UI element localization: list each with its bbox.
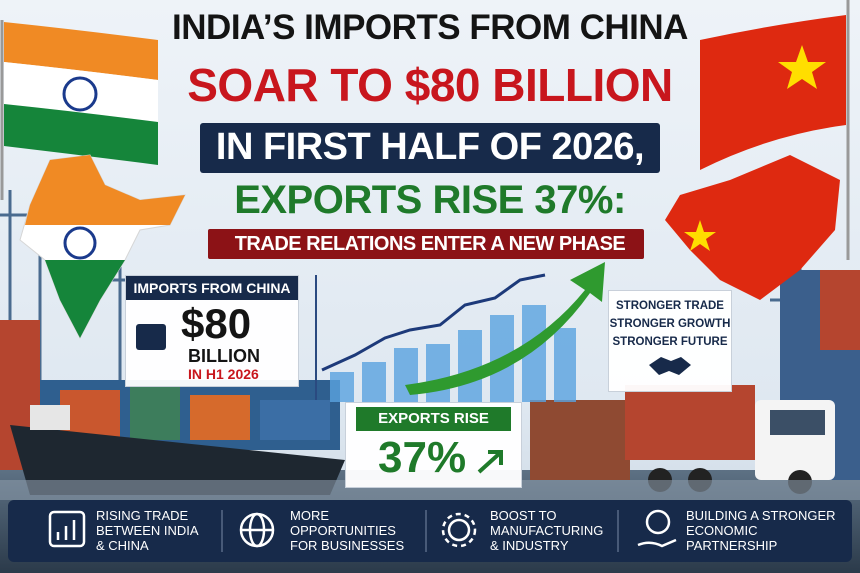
footer-line: BOOST TO bbox=[490, 508, 557, 523]
imports-label: IMPORTS FROM CHINA bbox=[126, 276, 298, 300]
headline-line-4: EXPORTS RISE 37%: bbox=[234, 178, 626, 222]
imports-period: IN H1 2026 bbox=[188, 366, 259, 382]
headline-box bbox=[200, 123, 660, 173]
footer-line: ECONOMIC bbox=[686, 523, 758, 538]
headline-line-1: INDIA’S IMPORTS FROM CHINA bbox=[172, 8, 688, 47]
handshake-icon bbox=[649, 357, 691, 375]
headline-line-2: SOAR TO $80 BILLION bbox=[187, 59, 673, 111]
slogan-line: STRONGER TRADE bbox=[616, 300, 724, 312]
footer-line: & CHINA bbox=[96, 538, 149, 553]
exports-card: EXPORTS RISE 37% bbox=[345, 402, 522, 488]
up-arrow-icon bbox=[477, 450, 503, 474]
slogan-card: STRONGER TRADE STRONGER GROWTH STRONGER … bbox=[608, 290, 732, 392]
footer-line: BUILDING A STRONGER bbox=[686, 508, 836, 523]
imports-unit: BILLION bbox=[188, 346, 260, 366]
footer-line: & INDUSTRY bbox=[490, 538, 569, 553]
footer-line: MORE bbox=[290, 508, 329, 523]
imports-card: IMPORTS FROM CHINA $80 BILLION IN H1 202… bbox=[125, 275, 299, 387]
exports-amount: 37% bbox=[378, 433, 467, 482]
footer-line: BETWEEN INDIA bbox=[96, 523, 199, 538]
footer-line: FOR BUSINESSES bbox=[290, 538, 405, 553]
footer-line: RISING TRADE bbox=[96, 508, 189, 523]
footer-item: BOOST TO MANUFACTURING & INDUSTRY bbox=[490, 508, 603, 553]
footer-line: OPPORTUNITIES bbox=[290, 523, 396, 538]
subtitle: TRADE RELATIONS ENTER A NEW PHASE bbox=[234, 233, 626, 255]
footer-line: MANUFACTURING bbox=[490, 523, 604, 538]
footer-item: RISING TRADE BETWEEN INDIA & CHINA bbox=[96, 508, 199, 553]
slogan-line: STRONGER GROWTH bbox=[609, 318, 731, 330]
imports-amount: $80 bbox=[181, 300, 252, 347]
download-icon bbox=[136, 324, 166, 350]
footer-item: BUILDING A STRONGER ECONOMIC PARTNERSHIP bbox=[686, 508, 836, 553]
headline-line-3: IN FIRST HALF OF 2026, bbox=[215, 126, 645, 168]
footer-item: MORE OPPORTUNITIES FOR BUSINESSES bbox=[290, 508, 404, 553]
subtitle-box bbox=[208, 229, 644, 259]
footer-line: PARTNERSHIP bbox=[686, 538, 778, 553]
slogan-line: STRONGER FUTURE bbox=[612, 336, 728, 348]
exports-label: EXPORTS RISE bbox=[356, 407, 511, 431]
